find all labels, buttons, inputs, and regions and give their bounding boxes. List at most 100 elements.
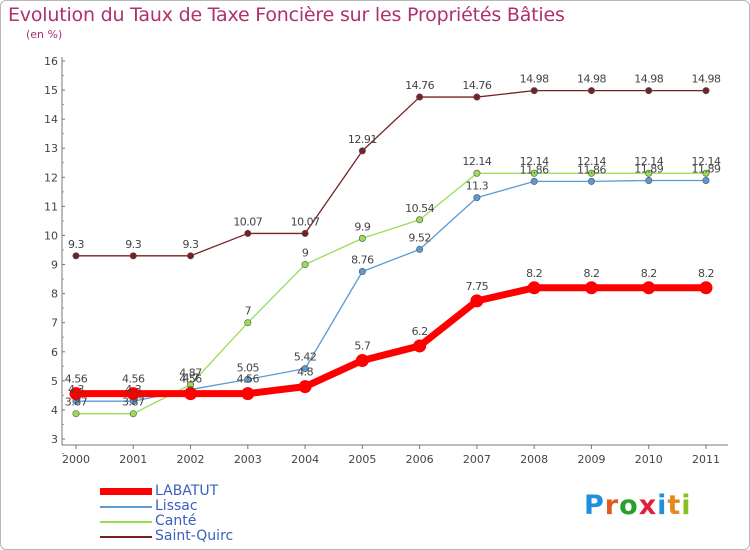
data-point-labatut (126, 387, 140, 401)
y-tick-label: 7 (51, 317, 58, 330)
data-point-labatut (241, 387, 255, 401)
data-point-saint-quirc (301, 229, 309, 237)
data-label-labatut: 4.56 (65, 373, 88, 386)
logo-letter: i (681, 490, 692, 521)
legend-swatch (100, 506, 152, 508)
data-label-saint-quirc: 9.3 (68, 238, 84, 251)
legend-swatch (100, 521, 152, 523)
data-label-lissac: 11.86 (577, 163, 606, 176)
data-label-labatut: 8.2 (583, 267, 599, 280)
x-tick-label: 2004 (291, 453, 319, 466)
data-point-labatut (470, 294, 484, 308)
data-label-lissac: 5.42 (294, 351, 317, 364)
data-label-saint-quirc: 14.76 (405, 79, 434, 92)
data-point-lissac (301, 365, 309, 373)
data-label-saint-quirc: 14.98 (634, 73, 663, 86)
legend-label: Saint-Quirc (155, 528, 234, 544)
data-point-saint-quirc (645, 87, 653, 95)
data-label-cant-: 10.54 (405, 202, 434, 215)
legend-label: LABATUT (155, 483, 219, 499)
data-point-cant- (244, 319, 252, 327)
logo-letter: r (604, 490, 620, 521)
data-label-lissac: 5.05 (237, 361, 260, 374)
data-label-lissac: 9.52 (408, 231, 431, 244)
data-point-labatut (527, 281, 541, 295)
y-tick-label: 8 (51, 288, 58, 301)
data-point-lissac (358, 268, 366, 276)
data-point-lissac (645, 177, 653, 185)
x-tick-label: 2008 (520, 453, 548, 466)
x-tick-label: 2007 (463, 453, 491, 466)
data-label-labatut: 4.56 (237, 373, 260, 386)
y-tick-label: 9 (51, 259, 58, 272)
data-label-cant-: 9 (302, 247, 309, 260)
data-label-labatut: 5.7 (354, 339, 370, 352)
proxiti-logo: Proxiti (584, 490, 692, 521)
chart-subtitle: (en %) (26, 28, 63, 41)
data-point-lissac (587, 177, 595, 185)
data-point-cant- (645, 169, 653, 177)
line-chart: 3 4 5 6 7 8 9 10 11 12 13 14 15 16 2000 2001 2002 2003 200… (44, 55, 728, 466)
x-tick-label: 2005 (348, 453, 376, 466)
data-label-saint-quirc: 12.91 (348, 133, 377, 146)
data-point-cant- (587, 169, 595, 177)
data-point-labatut (298, 380, 312, 394)
data-point-labatut (413, 339, 427, 353)
data-label-cant-: 3.87 (65, 396, 88, 409)
data-label-saint-quirc: 14.98 (577, 73, 606, 86)
data-label-labatut: 8.2 (698, 267, 714, 280)
data-label-lissac: 4.3 (125, 383, 141, 396)
chart-title: Evolution du Taux de Taxe Foncière sur l… (8, 4, 565, 26)
y-tick-label: 10 (44, 229, 58, 242)
data-point-saint-quirc (530, 87, 538, 95)
y-tick-label: 11 (44, 200, 58, 213)
data-point-lissac (416, 245, 424, 253)
data-point-labatut (355, 353, 369, 367)
data-point-labatut (584, 281, 598, 295)
data-label-labatut: 4.56 (122, 373, 145, 386)
x-tick-label: 2009 (577, 453, 605, 466)
series-line-cant- (76, 172, 706, 415)
data-point-saint-quirc (416, 93, 424, 101)
data-point-cant- (473, 169, 481, 177)
logo-letter: t (667, 490, 682, 521)
data-label-lissac: 8.76 (351, 254, 374, 267)
series-line-saint-quirc (76, 90, 706, 257)
data-label-cant-: 4.87 (179, 367, 202, 380)
data-label-saint-quirc: 14.76 (462, 79, 491, 92)
legend-label: Lissac (155, 498, 198, 514)
data-label-labatut: 8.2 (526, 267, 542, 280)
data-point-labatut (69, 387, 83, 401)
x-tick-label: 2006 (406, 453, 434, 466)
data-point-lissac (702, 177, 710, 185)
data-point-cant- (358, 234, 366, 242)
y-tick-label: 13 (44, 142, 58, 155)
data-point-cant- (72, 410, 80, 418)
data-point-cant- (416, 216, 424, 224)
x-tick-label: 2010 (635, 453, 663, 466)
data-point-saint-quirc (187, 252, 195, 260)
data-label-labatut: 4.56 (179, 373, 202, 386)
data-point-saint-quirc (72, 252, 80, 260)
data-label-lissac: 4.3 (68, 383, 84, 396)
data-point-saint-quirc (473, 93, 481, 101)
data-label-labatut: 4.8 (297, 366, 313, 379)
data-point-saint-quirc (587, 87, 595, 95)
data-point-saint-quirc (702, 87, 710, 95)
data-label-lissac: 11.89 (634, 163, 663, 176)
data-label-cant-: 12.14 (462, 155, 491, 168)
data-label-cant-: 12.14 (577, 155, 606, 168)
data-point-cant- (530, 169, 538, 177)
y-tick-label: 14 (44, 113, 58, 126)
data-label-saint-quirc: 14.98 (520, 73, 549, 86)
x-tick-label: 2002 (177, 453, 205, 466)
data-point-saint-quirc (129, 252, 137, 260)
logo-letter: x (638, 490, 658, 521)
y-tick-label: 5 (51, 375, 58, 388)
data-label-saint-quirc: 9.3 (125, 238, 141, 251)
x-tick-label: 2000 (62, 453, 90, 466)
data-label-labatut: 7.75 (466, 280, 489, 293)
data-label-cant-: 7 (245, 305, 252, 318)
legend-swatch (100, 488, 152, 495)
y-tick-label: 16 (44, 55, 58, 68)
